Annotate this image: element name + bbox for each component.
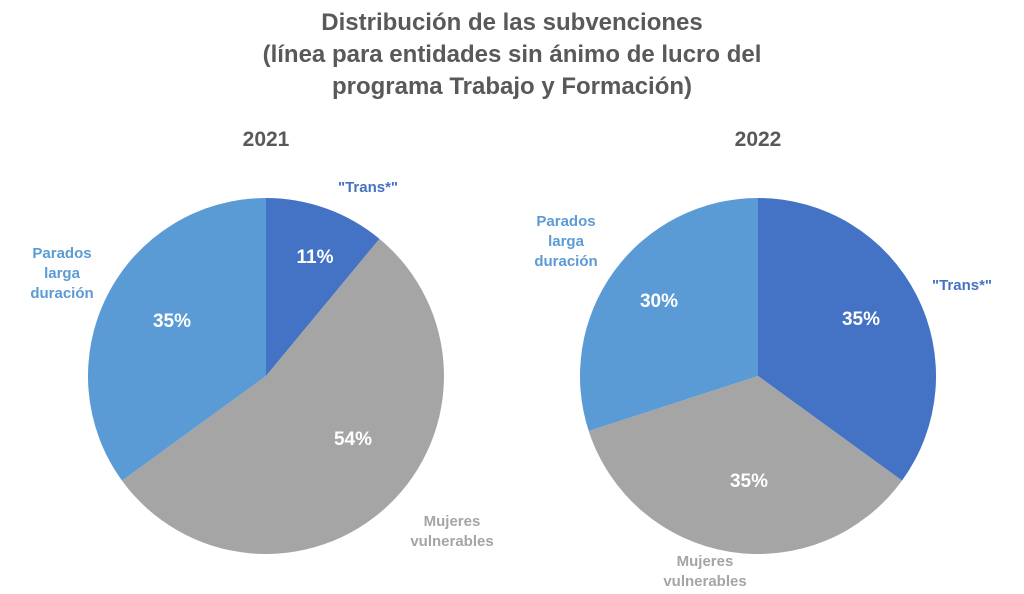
pie-2022-slice-trans: [758, 198, 937, 481]
pie-2022-value-trans: 35%: [842, 309, 880, 330]
chart-title-line-3: programa Trabajo y Formación): [332, 73, 692, 100]
chart-title-line-2: (línea para entidades sin ánimo de lucro…: [263, 41, 762, 68]
pie-2022-label-trans: "Trans*": [932, 277, 992, 294]
pie-2022-title: 2022: [735, 128, 782, 151]
pie-2021-slices: [87, 198, 444, 554]
pie-2021-slice-parados-larga-duracion: [87, 198, 266, 481]
pie-2021-value-parados-larga-duracion: 35%: [153, 311, 191, 332]
chart-title: Distribución de las subvenciones (línea …: [263, 9, 762, 100]
pie-2021-label-mujeres-vulnerables: Mujeres vulnerables: [410, 513, 493, 550]
pie-2021-slice-mujeres-vulnerables: [121, 238, 444, 554]
pie-2021-label-trans: "Trans*": [338, 179, 398, 196]
pie-2022-label-mujeres-vulnerables: Mujeres vulnerables: [663, 553, 746, 590]
pie-2022-label-parados-larga-duracion: Parados larga duración: [534, 213, 597, 270]
pie-2022-slice-mujeres-vulnerables: [588, 376, 903, 555]
pie-2022: 2022 35% "Trans*" 35% Mujeres vulnerables 30%…: [534, 128, 992, 590]
pie-2021-slice-trans: [266, 198, 380, 376]
pie-2021-value-trans: 11%: [297, 247, 334, 268]
pie-2022-value-parados-larga-duracion: 30%: [640, 291, 678, 312]
pie-2022-labels: 35% "Trans*" 35% Mujeres vulnerables 30% Parad…: [534, 213, 992, 590]
pie-2021: 2021 11% "Trans*" 54% Mujeres vulnerables 35%…: [30, 128, 494, 554]
chart-title-line-1: Distribución de las subvenciones: [321, 9, 702, 36]
pie-2021-value-mujeres-vulnerables: 54%: [334, 429, 372, 450]
pie-2021-labels: 11% "Trans*" 54% Mujeres vulnerables 35% Parad…: [30, 179, 493, 550]
pie-2021-title: 2021: [243, 128, 290, 151]
pie-2022-slice-parados-larga-duracion: [579, 198, 758, 432]
pie-2021-label-parados-larga-duracion: Parados larga duración: [30, 245, 93, 302]
pie-2022-value-mujeres-vulnerables: 35%: [730, 471, 768, 492]
pie-2022-slices: [579, 198, 937, 555]
